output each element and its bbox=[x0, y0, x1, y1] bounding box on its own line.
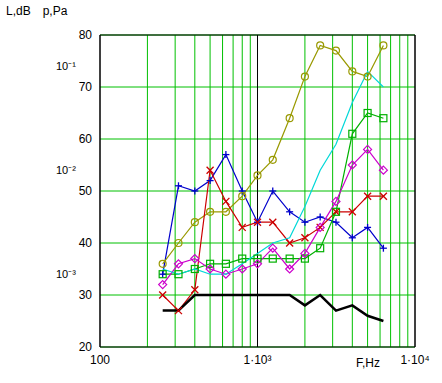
svg-text:40: 40 bbox=[79, 236, 93, 250]
html-text:L,dB: L,dB bbox=[6, 4, 31, 18]
svg-text:70: 70 bbox=[79, 80, 93, 94]
svg-text:80: 80 bbox=[79, 28, 93, 42]
svg-text:1·10⁴: 1·10⁴ bbox=[400, 353, 429, 367]
html-text:10⁻³: 10⁻³ bbox=[56, 268, 76, 281]
svg-text:50: 50 bbox=[79, 184, 93, 198]
html-text:10⁻²: 10⁻² bbox=[56, 164, 76, 177]
svg-text:20: 20 bbox=[79, 340, 93, 354]
svg-text:30: 30 bbox=[79, 288, 93, 302]
html-text:p,Pa: p,Pa bbox=[42, 4, 68, 18]
svg-text:1·10³: 1·10³ bbox=[243, 353, 271, 367]
svg-text:100: 100 bbox=[90, 353, 110, 367]
html-text:F,Hz: F,Hz bbox=[356, 356, 380, 370]
svg-text:60: 60 bbox=[79, 132, 93, 146]
html-text:10⁻¹: 10⁻¹ bbox=[56, 60, 76, 73]
